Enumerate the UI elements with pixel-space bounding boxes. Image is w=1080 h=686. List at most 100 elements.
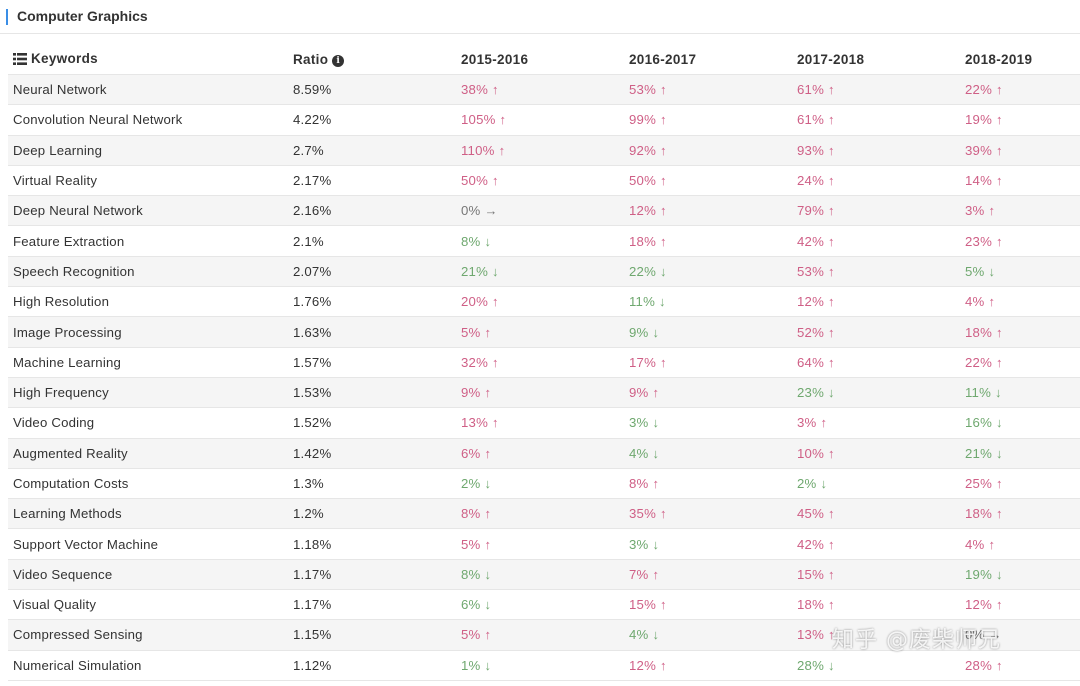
change-value: 3% — [965, 203, 985, 219]
arrow-down-icon: ↓ — [484, 566, 492, 582]
change-value: 15% — [797, 566, 824, 582]
arrow-down-icon: ↓ — [996, 445, 1003, 461]
change-value: 12% — [629, 203, 656, 219]
arrow-up-icon: ↑ — [996, 324, 1003, 340]
change-value: 3% — [797, 415, 817, 431]
column-header-2018-2019[interactable]: 2018-2019 — [960, 44, 1080, 75]
change-cell: 23% ↓ — [792, 377, 960, 409]
keyword-cell: High Frequency — [8, 377, 288, 409]
change-value: 3% — [629, 536, 649, 552]
change-value: 16% — [965, 415, 992, 431]
change-value: 42% — [797, 536, 824, 552]
table-row: Visual Quality 1.17% 6% ↓ 15% ↑ 18% ↑ 12% ↑ — [8, 589, 1080, 621]
column-header-keywords-label: Keywords — [31, 50, 98, 66]
info-icon[interactable]: i — [332, 54, 345, 67]
change-value: 10% — [797, 445, 824, 461]
change-cell: 35% ↑ — [624, 498, 792, 530]
change-value: 110% — [461, 142, 495, 158]
change-value: 4% — [629, 445, 649, 461]
change-value: 6% — [461, 445, 481, 461]
change-value: 45% — [797, 506, 824, 522]
change-value: 21% — [965, 445, 992, 461]
arrow-up-icon: ↑ — [828, 506, 835, 522]
change-cell: 1% ↓ — [456, 650, 624, 681]
column-header-keywords[interactable]: Keywords — [8, 44, 288, 75]
list-icon — [13, 52, 27, 68]
change-cell: 50% ↑ — [456, 165, 624, 197]
keyword-cell: Video Coding — [8, 407, 288, 439]
change-value: 18% — [965, 324, 992, 340]
change-cell: 12% ↑ — [624, 195, 792, 227]
arrow-up-icon: ↑ — [492, 82, 499, 98]
arrow-up-icon: ↑ — [828, 445, 835, 461]
change-value: 50% — [461, 173, 488, 189]
arrow-up-icon: ↑ — [498, 142, 506, 158]
change-cell: 3% ↓ — [624, 528, 792, 560]
change-value: 38% — [461, 82, 488, 98]
table-row: Computation Costs 1.3% 2% ↓ 8% ↑ 2% ↓ 25% ↑ — [8, 468, 1080, 500]
change-cell: 9% ↑ — [624, 377, 792, 409]
change-cell: 52% ↑ — [792, 316, 960, 348]
column-header-ratio[interactable]: Ratio i — [288, 44, 456, 75]
column-header-2016-2017[interactable]: 2016-2017 — [624, 44, 792, 75]
column-header-2015-2016[interactable]: 2015-2016 — [456, 44, 624, 75]
table-row: Image Processing 1.63% 5% ↑ 9% ↓ 52% ↑ 18% ↑ — [8, 316, 1080, 348]
change-value: 12% — [629, 657, 656, 673]
change-cell: 5% ↑ — [456, 619, 624, 651]
keyword-cell: High Resolution — [8, 286, 288, 318]
change-value: 23% — [965, 233, 992, 249]
change-cell: 24% ↑ — [792, 165, 960, 197]
arrow-down-icon: ↓ — [828, 657, 835, 673]
change-value: 8% — [629, 476, 649, 491]
arrow-up-icon: ↑ — [996, 112, 1003, 128]
table-row: Feature Extraction 2.1% 8% ↓ 18% ↑ 42% ↑ 23% ↑ — [8, 225, 1080, 257]
arrow-up-icon: ↑ — [996, 142, 1003, 158]
change-value: 53% — [797, 263, 824, 279]
change-cell: 42% ↑ — [792, 225, 960, 257]
change-value: 11% — [965, 385, 992, 401]
arrow-up-icon: ↑ — [492, 173, 499, 189]
keyword-cell: Visual Quality — [8, 589, 288, 621]
change-cell: 14% ↑ — [960, 165, 1080, 197]
change-cell: 53% ↑ — [792, 256, 960, 288]
arrow-up-icon: ↑ — [828, 566, 835, 582]
change-cell: 16% ↓ — [960, 407, 1080, 439]
change-value: 28% — [965, 657, 992, 673]
change-value: 13% — [797, 627, 824, 643]
change-value: 42% — [797, 233, 824, 249]
arrow-right-icon: → — [988, 627, 1002, 643]
table-row: High Frequency 1.53% 9% ↑ 9% ↑ 23% ↓ 11% ↓ — [8, 377, 1080, 409]
change-cell: 22% ↓ — [624, 256, 792, 288]
arrow-right-icon: → — [484, 203, 498, 219]
arrow-up-icon: ↑ — [499, 112, 507, 128]
ratio-cell: 2.1% — [288, 225, 456, 257]
change-cell: 28% ↑ — [960, 650, 1080, 681]
table-body: Neural Network 8.59% 38% ↑ 53% ↑ 61% ↑ 22% ↑ Convo… — [8, 74, 1080, 681]
change-cell: 23% ↑ — [960, 225, 1080, 257]
change-value: 24% — [797, 173, 824, 189]
change-value: 5% — [461, 536, 481, 552]
change-cell: 5% ↑ — [456, 528, 624, 560]
arrow-up-icon: ↑ — [492, 415, 499, 431]
arrow-up-icon: ↑ — [660, 82, 667, 98]
change-value: 79% — [797, 203, 824, 219]
change-cell: 25% ↑ — [960, 468, 1080, 500]
table-row: Compressed Sensing 1.15% 5% ↑ 4% ↓ 13% ↑ 0% → — [8, 619, 1080, 651]
change-cell: 5% ↑ — [456, 316, 624, 348]
table-row: Neural Network 8.59% 38% ↑ 53% ↑ 61% ↑ 22% ↑ — [8, 74, 1080, 106]
change-cell: 61% ↑ — [792, 104, 960, 136]
column-header-2017-2018[interactable]: 2017-2018 — [792, 44, 960, 75]
arrow-up-icon: ↑ — [492, 354, 499, 370]
change-cell: 4% ↑ — [960, 528, 1080, 560]
ratio-cell: 4.22% — [288, 104, 456, 136]
change-cell: 4% ↑ — [960, 286, 1080, 318]
table-row: Video Coding 1.52% 13% ↑ 3% ↓ 3% ↑ 16% ↓ — [8, 407, 1080, 439]
arrow-up-icon: ↑ — [484, 506, 492, 522]
ratio-cell: 1.17% — [288, 589, 456, 621]
change-cell: 18% ↑ — [792, 589, 960, 621]
arrow-up-icon: ↑ — [828, 263, 835, 279]
change-cell: 18% ↑ — [624, 225, 792, 257]
arrow-down-icon: ↓ — [828, 385, 835, 401]
change-cell: 8% ↓ — [456, 225, 624, 257]
keyword-cell: Feature Extraction — [8, 225, 288, 257]
